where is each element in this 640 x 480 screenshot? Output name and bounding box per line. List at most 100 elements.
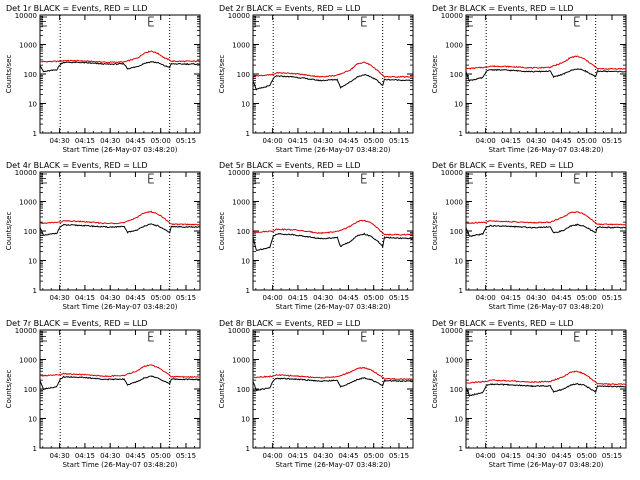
- panel-title: Det 6r BLACK = Events, RED = LLD: [432, 161, 574, 170]
- events-series-line: [252, 377, 414, 392]
- x-tick-label: 04:15: [288, 294, 308, 302]
- y-axis-label: Counts/sec: [431, 370, 439, 409]
- y-tick-label: 10: [454, 101, 463, 109]
- x-axis-label: Start Time (26-May-07 03:48:20): [275, 303, 390, 311]
- x-axis-label: Start Time (26-May-07 03:48:20): [488, 146, 603, 154]
- y-axis-label: Counts/sec: [218, 212, 226, 251]
- lld-series-line: [39, 364, 201, 379]
- y-tick-label: 1000: [19, 357, 37, 365]
- corner-marker-icon: [574, 16, 580, 27]
- lld-series-line: [466, 370, 627, 386]
- lld-series-line: [39, 210, 201, 226]
- x-tick-label: 04:00: [476, 452, 496, 460]
- y-tick-label: 1: [459, 445, 463, 453]
- x-tick-label: 05:00: [151, 137, 171, 145]
- x-tick-label: 05:00: [364, 294, 384, 302]
- panel-title: Det 8r BLACK = Events, RED = LLD: [219, 319, 361, 328]
- x-tick-label: 04:15: [501, 294, 521, 302]
- y-tick-label: 1: [246, 445, 250, 453]
- x-tick-label: 04:45: [338, 452, 358, 460]
- y-tick-label: 10000: [441, 327, 463, 335]
- detector-panel: Det 2r BLACK = Events, RED = LLD 1 10 100 10…: [218, 4, 414, 154]
- panel-title: Det 2r BLACK = Events, RED = LLD: [219, 4, 361, 13]
- x-tick-label: 05:15: [176, 137, 196, 145]
- corner-marker-icon: [41, 331, 47, 342]
- corner-marker-icon: [254, 173, 260, 184]
- corner-marker-icon: [254, 331, 260, 342]
- y-tick-label: 100: [450, 71, 463, 79]
- detector-panel: Det 8r BLACK = Events, RED = LLD 1 10 100 10…: [218, 319, 414, 469]
- y-tick-label: 1000: [232, 357, 250, 365]
- x-tick-label: 04:30: [50, 452, 70, 460]
- y-axis-label: Counts/sec: [431, 55, 439, 94]
- x-tick-label: 04:30: [313, 137, 333, 145]
- y-tick-label: 10000: [228, 12, 250, 20]
- events-series-line: [252, 232, 413, 252]
- x-tick-label: 04:30: [313, 294, 333, 302]
- x-tick-label: 05:00: [577, 137, 597, 145]
- detector-panel: Det 3r BLACK = Events, RED = LLD 1 10 100 10…: [431, 4, 627, 154]
- events-series-line: [39, 223, 201, 236]
- detector-panel: Det 5r BLACK = Events, RED = LLD 1 10 100 10…: [218, 161, 414, 311]
- events-series-line: [465, 223, 627, 238]
- x-tick-label: 05:15: [602, 137, 622, 145]
- x-tick-label: 04:15: [288, 452, 308, 460]
- x-tick-label: 05:00: [151, 294, 171, 302]
- plot-frame: [39, 329, 201, 449]
- lld-series-line: [252, 61, 414, 79]
- x-tick-label: 04:30: [50, 294, 70, 302]
- corner-marker-icon: [574, 331, 580, 342]
- x-tick-label: 04:15: [75, 137, 95, 145]
- lld-series-line: [465, 55, 627, 71]
- panel-title: Det 9r BLACK = Events, RED = LLD: [432, 319, 574, 328]
- y-tick-label: 1: [246, 130, 250, 138]
- x-tick-label: 04:30: [313, 452, 333, 460]
- corner-marker-icon: [361, 16, 367, 27]
- x-tick-label: 04:45: [125, 137, 145, 145]
- x-tick-label: 04:15: [288, 137, 308, 145]
- x-tick-label: 04:30: [100, 137, 120, 145]
- y-tick-label: 100: [24, 386, 37, 394]
- lld-series-line: [465, 211, 627, 226]
- x-tick-label: 04:30: [526, 294, 546, 302]
- x-tick-label: 04:30: [526, 137, 546, 145]
- plot-frame: [465, 329, 627, 449]
- x-tick-label: 04:15: [501, 137, 521, 145]
- y-tick-label: 10000: [228, 327, 250, 335]
- x-tick-label: 04:00: [263, 452, 283, 460]
- x-tick-label: 04:30: [50, 137, 70, 145]
- plot-frame: [252, 329, 414, 449]
- x-tick-label: 05:15: [176, 452, 196, 460]
- panel-title: Det 5r BLACK = Events, RED = LLD: [219, 161, 361, 170]
- x-tick-label: 05:15: [602, 294, 622, 302]
- x-tick-label: 05:15: [389, 137, 409, 145]
- plot-frame: [252, 14, 414, 134]
- x-tick-label: 04:00: [263, 294, 283, 302]
- y-tick-label: 10: [28, 101, 37, 109]
- x-tick-label: 05:00: [577, 452, 597, 460]
- x-axis-label: Start Time (26-May-07 03:48:20): [275, 461, 390, 469]
- x-tick-label: 04:45: [551, 452, 571, 460]
- y-axis-label: Counts/sec: [5, 370, 13, 409]
- x-tick-label: 05:15: [602, 452, 622, 460]
- plot-frame: [252, 171, 414, 291]
- y-tick-label: 10: [28, 258, 37, 266]
- events-series-line: [252, 73, 414, 91]
- y-tick-label: 10: [241, 258, 250, 266]
- x-tick-label: 04:30: [526, 452, 546, 460]
- x-tick-label: 04:00: [476, 294, 496, 302]
- corner-marker-icon: [467, 331, 473, 342]
- y-tick-label: 100: [237, 71, 250, 79]
- y-axis-label: Counts/sec: [431, 212, 439, 251]
- corner-marker-icon: [148, 173, 154, 184]
- corner-marker-icon: [41, 16, 47, 27]
- y-tick-label: 1: [459, 287, 463, 295]
- y-axis-label: Counts/sec: [218, 55, 226, 94]
- x-tick-label: 05:00: [577, 294, 597, 302]
- x-tick-label: 04:45: [125, 452, 145, 460]
- corner-marker-icon: [467, 173, 473, 184]
- x-tick-label: 04:00: [263, 137, 283, 145]
- corner-marker-icon: [41, 173, 47, 184]
- y-tick-label: 1: [33, 130, 37, 138]
- y-tick-label: 1000: [445, 199, 463, 207]
